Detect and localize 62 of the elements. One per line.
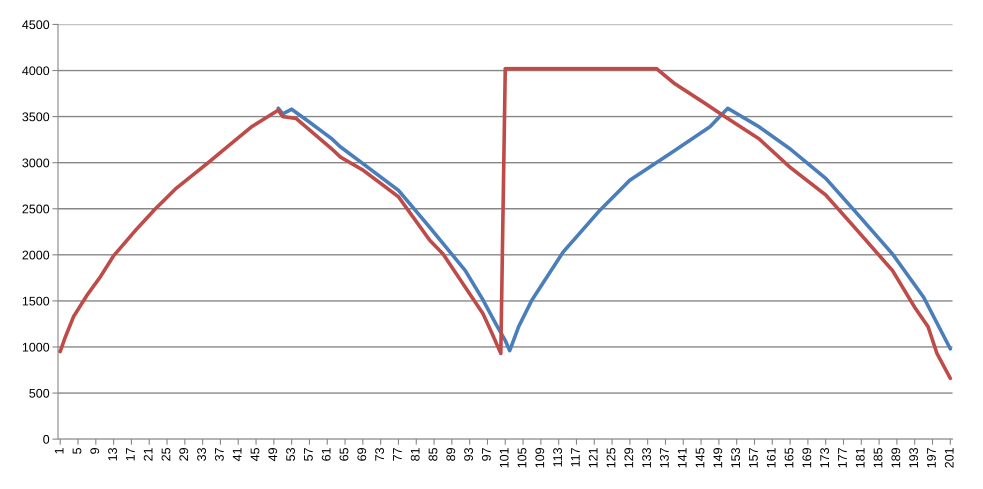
y-tick-label: 1000 (22, 342, 50, 352)
x-tick-label: 49 (268, 448, 278, 462)
x-tick-label: 133 (642, 448, 652, 468)
x-tick-label: 45 (250, 448, 260, 462)
x-tick-label: 169 (802, 448, 812, 468)
x-tick-label: 165 (784, 448, 794, 468)
x-tick-label: 177 (838, 448, 847, 468)
x-tick-label: 85 (428, 448, 438, 461)
x-tick-label: 1 (54, 448, 64, 454)
x-tick-label: 77 (393, 448, 402, 461)
x-tick-label: 181 (856, 448, 865, 468)
x-tick-label: 73 (375, 448, 384, 461)
line-series (276, 106, 952, 352)
x-tick-label: 37 (214, 448, 224, 461)
x-tick-label: 129 (624, 448, 634, 468)
y-tick-label: 3000 (22, 158, 50, 168)
x-tick-label: 145 (696, 448, 704, 468)
x-tick-label: 105 (518, 448, 526, 468)
x-tick-label: 53 (286, 448, 295, 461)
x-tick-label: 117 (571, 448, 580, 466)
y-tick-label: 0 (43, 434, 50, 444)
y-tick-label: 4500 (22, 20, 50, 30)
x-tick-label: 89 (446, 448, 456, 461)
x-tick-label: 21 (144, 448, 152, 461)
x-tick-label: 161 (766, 448, 776, 468)
x-tick-label: 141 (678, 448, 687, 468)
x-tick-label: 97 (482, 448, 491, 461)
x-tick-label: 17 (126, 448, 135, 460)
x-tick-label: 69 (357, 448, 366, 461)
x-tick-label: 93 (464, 448, 474, 461)
x-tick-label: 33 (197, 448, 206, 461)
x-tick-label: 153 (731, 448, 740, 468)
y-tick-label: 2500 (22, 204, 50, 214)
y-tick-label: 2000 (22, 250, 50, 260)
x-tick-label: 157 (749, 448, 758, 468)
x-tick-label: 25 (162, 448, 170, 461)
x-tick-label: 113 (553, 448, 562, 466)
y-tick-label: 500 (29, 388, 50, 398)
x-tick-label: 57 (304, 448, 313, 461)
x-tick-label: 29 (179, 448, 188, 461)
x-tick-label: 41 (232, 448, 242, 462)
x-tick-label: 101 (500, 448, 509, 468)
x-tick-label: 5 (72, 448, 82, 454)
x-tick-label: 65 (340, 448, 348, 461)
x-tick-label: 173 (820, 448, 830, 468)
x-tick-label: 61 (322, 448, 331, 461)
x-tick-label: 149 (713, 448, 722, 468)
x-tick-label: 81 (410, 448, 420, 461)
y-tick-label: 1500 (22, 296, 50, 306)
x-tick-label: 197 (927, 448, 936, 468)
x-tick-label: 9 (90, 448, 100, 454)
x-tick-label: 137 (660, 448, 669, 468)
y-tick-label: 4000 (22, 66, 50, 76)
x-tick-label: 193 (909, 448, 918, 468)
x-tick-label: 125 (606, 448, 616, 468)
x-tick-label: 185 (874, 448, 882, 468)
y-tick-label: 3500 (22, 112, 50, 122)
x-tick-label: 109 (535, 448, 544, 468)
x-tick-label: 189 (891, 448, 900, 468)
x-tick-label: 13 (108, 448, 117, 460)
x-tick-label: 201 (944, 448, 954, 468)
x-tick-label: 121 (588, 448, 598, 468)
